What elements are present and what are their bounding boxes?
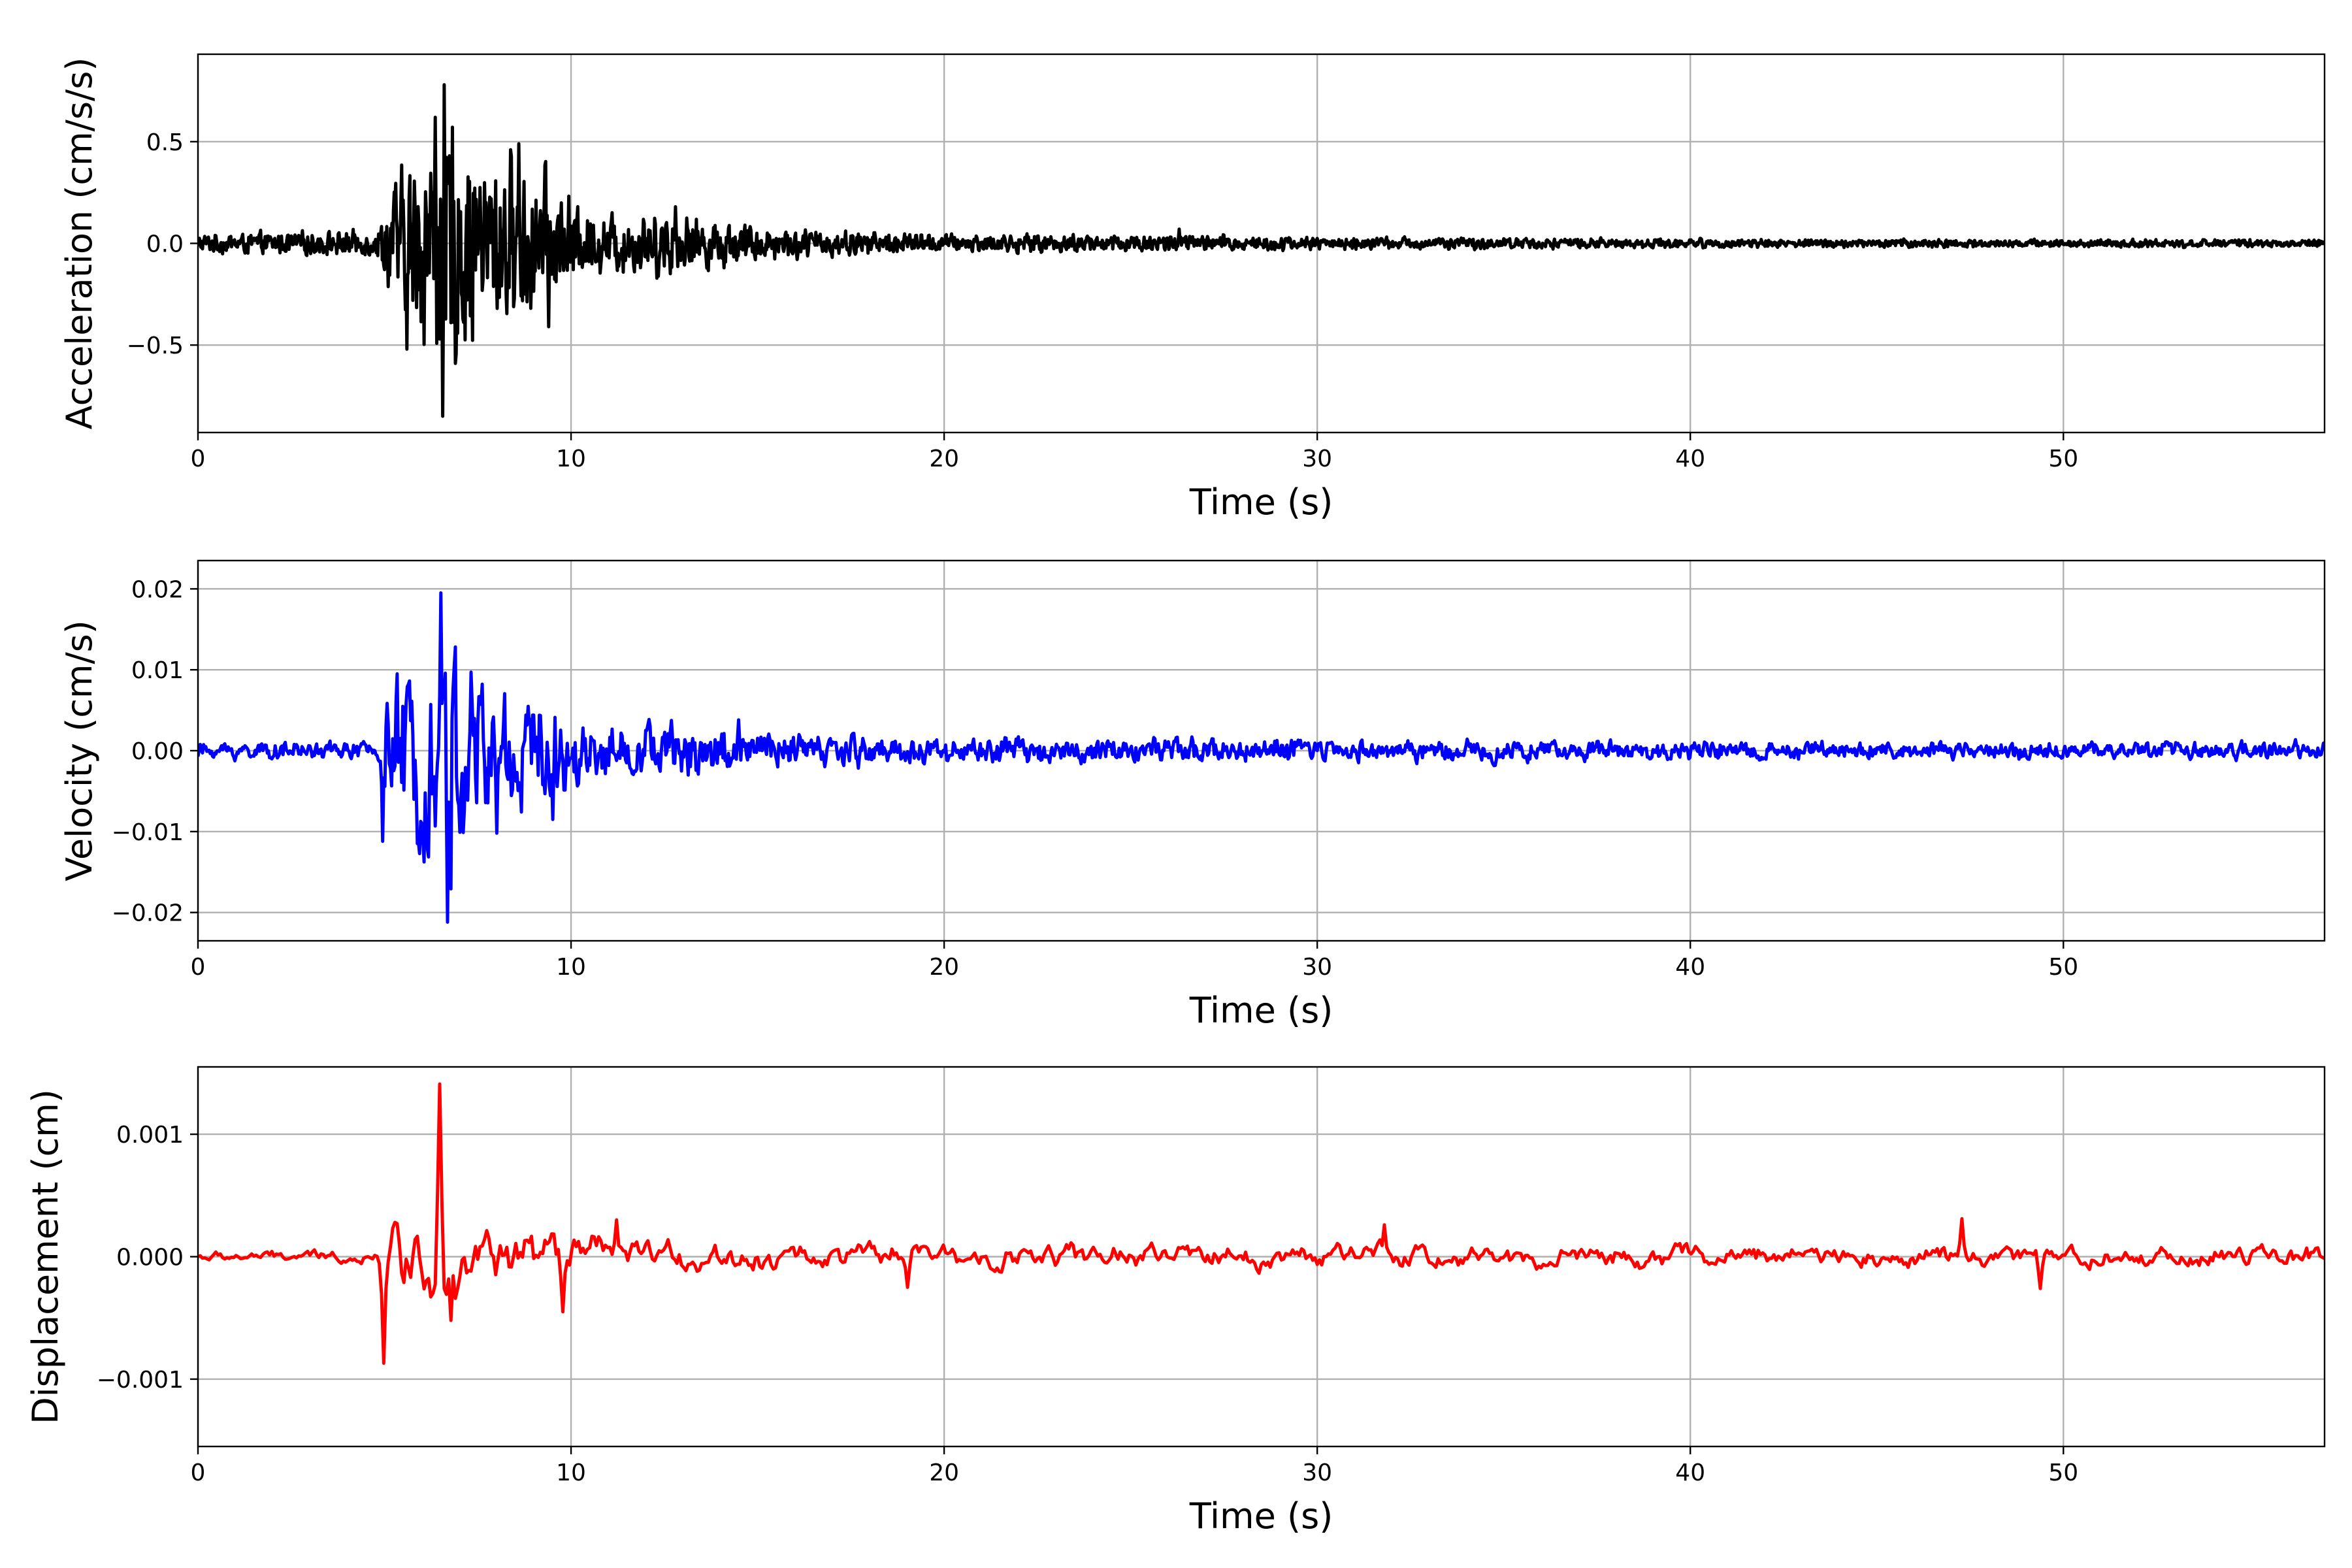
- velocity-series-line: [198, 591, 2325, 924]
- y-axis-label: Displacement (cm): [25, 1089, 66, 1424]
- x-tick-label: 10: [556, 1460, 586, 1486]
- x-tick-label: 40: [1675, 954, 1705, 981]
- x-tick-label: 30: [1302, 954, 1332, 981]
- y-tick-label: 0.000: [116, 1245, 184, 1271]
- y-axis-label: Velocity (cm/s): [59, 620, 100, 881]
- y-tick-label: 0.00: [131, 738, 184, 765]
- panel-displacement: 0 10 20 30 40 50 −0.001 0.000 0.001 Time (s) Displ…: [25, 1066, 2326, 1537]
- x-axis-label: Time (s): [1189, 1495, 1333, 1537]
- y-axis-label: Acceleration (cm/s/s): [59, 57, 100, 430]
- x-tick-label: 20: [929, 446, 959, 472]
- x-tick-label: 40: [1675, 446, 1705, 472]
- panel-velocity: 0 10 20 30 40 50 −0.02 −0.01 0.00 0.01 0.02 Time (s…: [59, 559, 2326, 1031]
- x-tick-label: 40: [1675, 1460, 1705, 1486]
- y-tick-label: −0.01: [112, 819, 184, 846]
- y-tick-label: 0.02: [131, 576, 184, 603]
- x-axis-label: Time (s): [1189, 990, 1333, 1031]
- y-tick-label: 0.5: [146, 129, 184, 156]
- x-axis-label: Time (s): [1189, 482, 1333, 523]
- x-tick-label: 50: [2048, 954, 2078, 981]
- x-tick-label: 30: [1302, 446, 1332, 472]
- x-tick-label: 50: [2048, 1460, 2078, 1486]
- y-tick-label: −0.02: [112, 900, 184, 927]
- y-tick-label: 0.001: [116, 1122, 184, 1149]
- x-tick-label: 0: [191, 446, 206, 472]
- y-tick-label: −0.001: [97, 1367, 184, 1394]
- x-tick-label: 30: [1302, 1460, 1332, 1486]
- x-tick-label: 10: [556, 446, 586, 472]
- panel-acceleration: 0 10 20 30 40 50 −0.5 0.0 0.5 Time (s) Acceleratio…: [59, 53, 2326, 523]
- displacement-series-line: [198, 1082, 2325, 1365]
- x-tick-label: 20: [929, 954, 959, 981]
- x-tick-label: 10: [556, 954, 586, 981]
- x-tick-label: 0: [191, 1460, 206, 1486]
- y-tick-label: 0.0: [146, 231, 184, 258]
- y-tick-label: 0.01: [131, 657, 184, 684]
- acceleration-series-line: [198, 83, 2325, 418]
- x-tick-label: 20: [929, 1460, 959, 1486]
- x-tick-label: 0: [191, 954, 206, 981]
- y-tick-label: −0.5: [127, 333, 184, 359]
- x-tick-label: 50: [2048, 446, 2078, 472]
